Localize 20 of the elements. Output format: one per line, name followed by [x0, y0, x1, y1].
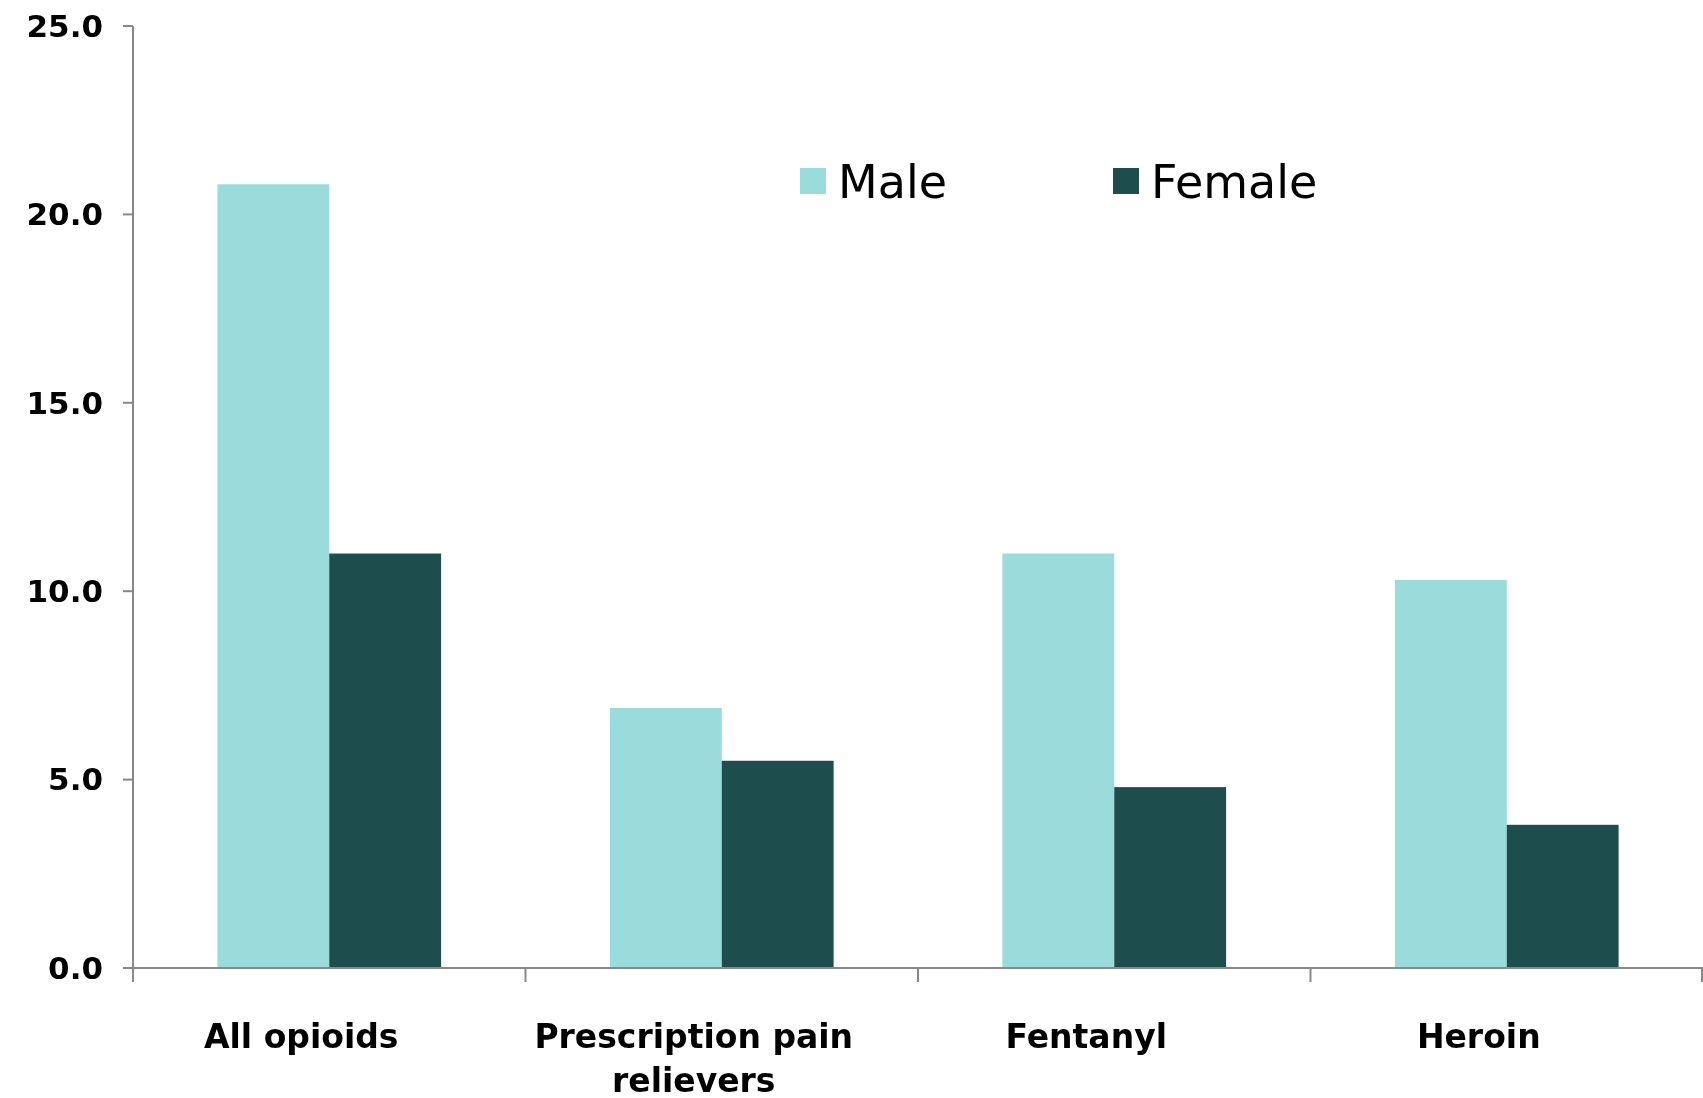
bar [217, 184, 330, 968]
x-tick-label: All opioids [203, 1017, 399, 1056]
x-tick-label: Prescription pain relievers [534, 1017, 854, 1098]
bar [329, 553, 442, 968]
legend-label: Female [1151, 155, 1318, 210]
bar [721, 760, 834, 968]
bar [1394, 579, 1507, 968]
y-tick-label: 5.0 [48, 761, 103, 798]
y-tick-label: 10.0 [26, 573, 103, 610]
bar [609, 708, 722, 968]
y-tick-label: 15.0 [26, 384, 103, 421]
y-tick-label: 25.0 [26, 7, 103, 44]
bar [1506, 824, 1619, 968]
bar [1114, 787, 1227, 968]
x-tick-label: Heroin [1416, 1017, 1541, 1056]
bar [1002, 553, 1115, 968]
legend-label: Male [838, 155, 947, 210]
y-tick-label: 20.0 [26, 196, 103, 233]
x-tick-label: Fentanyl [1005, 1017, 1167, 1056]
y-tick-label: 0.0 [48, 949, 103, 986]
